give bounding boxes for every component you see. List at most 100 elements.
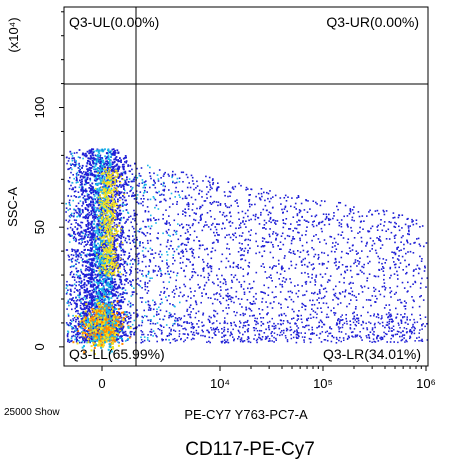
event-point bbox=[190, 174, 193, 177]
event-point bbox=[122, 236, 125, 239]
event-point bbox=[396, 258, 399, 260]
event-point bbox=[160, 291, 162, 293]
event-point bbox=[234, 232, 237, 234]
event-point bbox=[86, 170, 89, 173]
event-point bbox=[395, 291, 397, 294]
event-point bbox=[184, 275, 187, 278]
event-point bbox=[107, 179, 110, 181]
event-point bbox=[128, 195, 130, 197]
event-point bbox=[276, 233, 279, 236]
event-point bbox=[136, 247, 139, 249]
event-point bbox=[311, 277, 313, 279]
event-point bbox=[67, 160, 70, 162]
event-point bbox=[289, 248, 291, 251]
event-point bbox=[101, 272, 103, 275]
event-point bbox=[91, 174, 94, 177]
event-point bbox=[374, 301, 377, 303]
event-point bbox=[65, 219, 67, 222]
event-point bbox=[173, 338, 176, 340]
event-point bbox=[235, 295, 237, 298]
event-point bbox=[317, 258, 319, 260]
event-point bbox=[243, 223, 246, 225]
event-point bbox=[140, 336, 142, 339]
event-point bbox=[115, 184, 118, 187]
event-point bbox=[291, 308, 294, 311]
event-point bbox=[117, 185, 119, 188]
event-point bbox=[128, 255, 131, 257]
event-point bbox=[318, 326, 320, 328]
event-point bbox=[68, 256, 70, 258]
event-point bbox=[156, 311, 158, 313]
event-point bbox=[133, 227, 135, 230]
event-point bbox=[188, 203, 190, 206]
event-point bbox=[299, 251, 302, 253]
event-point bbox=[141, 179, 144, 181]
event-point bbox=[306, 251, 308, 253]
event-point bbox=[95, 224, 98, 227]
event-point bbox=[396, 270, 398, 273]
event-point bbox=[253, 329, 256, 332]
event-point bbox=[274, 194, 277, 197]
event-point bbox=[363, 272, 365, 275]
event-point bbox=[169, 244, 172, 247]
event-point bbox=[188, 194, 190, 197]
event-point bbox=[391, 251, 393, 253]
event-point bbox=[360, 336, 362, 339]
event-point bbox=[77, 224, 79, 226]
event-point bbox=[89, 244, 92, 246]
event-point bbox=[184, 195, 187, 198]
event-point bbox=[242, 216, 245, 219]
event-point bbox=[99, 167, 102, 170]
event-point bbox=[137, 260, 140, 262]
event-point bbox=[304, 336, 306, 338]
event-point bbox=[96, 157, 99, 160]
event-point bbox=[101, 201, 103, 204]
event-point bbox=[90, 306, 93, 309]
event-point bbox=[129, 263, 131, 265]
event-point bbox=[224, 194, 226, 197]
event-point bbox=[174, 340, 177, 342]
event-point bbox=[353, 294, 356, 297]
event-point bbox=[211, 179, 214, 182]
event-point bbox=[115, 247, 117, 250]
event-point bbox=[74, 338, 76, 341]
event-point bbox=[105, 253, 107, 255]
event-point bbox=[313, 220, 315, 222]
event-point bbox=[355, 321, 358, 323]
event-point bbox=[66, 335, 69, 338]
event-point bbox=[262, 245, 265, 248]
event-point bbox=[144, 186, 146, 189]
event-point bbox=[111, 249, 114, 251]
event-point bbox=[97, 219, 100, 222]
event-point bbox=[217, 239, 219, 242]
event-point bbox=[284, 281, 286, 283]
event-point bbox=[87, 273, 90, 276]
event-point bbox=[269, 216, 272, 219]
event-point bbox=[158, 253, 160, 256]
event-point bbox=[80, 280, 83, 283]
event-point bbox=[134, 245, 136, 248]
event-point bbox=[202, 312, 205, 315]
event-point bbox=[147, 339, 149, 341]
event-point bbox=[228, 233, 230, 236]
event-point bbox=[68, 201, 71, 204]
event-point bbox=[114, 299, 116, 302]
event-point bbox=[90, 281, 93, 283]
event-point bbox=[117, 233, 119, 236]
event-point bbox=[185, 248, 187, 250]
event-point bbox=[222, 282, 225, 285]
event-point bbox=[311, 223, 314, 226]
event-point bbox=[221, 274, 223, 277]
event-point bbox=[201, 213, 203, 216]
event-point bbox=[403, 247, 405, 250]
event-point bbox=[368, 230, 371, 233]
event-point bbox=[330, 250, 333, 253]
event-point bbox=[92, 188, 94, 191]
event-point bbox=[193, 218, 195, 221]
event-point bbox=[75, 160, 77, 162]
event-point bbox=[93, 158, 96, 160]
event-point bbox=[128, 178, 131, 180]
event-point bbox=[238, 281, 241, 283]
event-point bbox=[106, 293, 108, 296]
event-point bbox=[99, 217, 101, 220]
